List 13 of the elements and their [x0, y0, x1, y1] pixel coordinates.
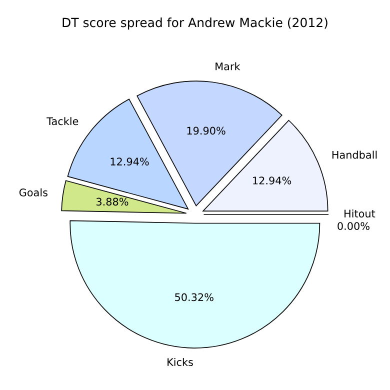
data-label: 3.88% [96, 198, 128, 206]
data-label: 19.90% [187, 126, 226, 135]
text: 0.00% [338, 222, 370, 230]
slice-label: Goals [19, 188, 48, 196]
chart-title: DT score spread for Andrew Mackie (2012) [62, 18, 328, 30]
slice-label: Tackle [46, 117, 78, 126]
slice-label: Handball [332, 150, 377, 159]
slice-label: Kicks [168, 358, 193, 366]
data-label: 50.32% [175, 293, 214, 302]
data-label: 12.94% [253, 176, 292, 184]
category-label: Hitout [344, 209, 376, 218]
data-label: 12.94% [110, 158, 149, 166]
slice-label: Mark [216, 62, 240, 70]
